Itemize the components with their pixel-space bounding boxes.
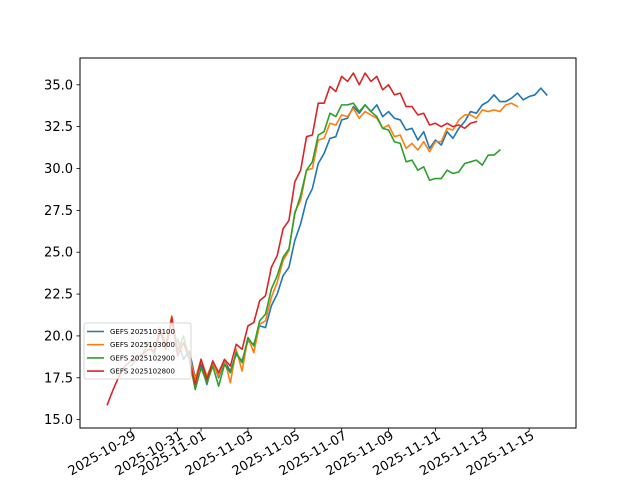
- legend-label-3: GEFS 2025102800: [110, 368, 175, 376]
- legend: GEFS 2025103100 GEFS 2025103000 GEFS 20251…: [83, 322, 192, 380]
- y-tick-label: 17.5: [44, 371, 73, 386]
- legend-label-2: GEFS 2025102900: [110, 354, 175, 362]
- plot-frame: [79, 57, 577, 429]
- legend-label-0: GEFS 2025103100: [110, 328, 175, 336]
- legend-box: [83, 322, 192, 380]
- series-line-1: [153, 102, 519, 384]
- y-axis: 15.0 17.5 20.0 22.5 25.0 27.5 30.0 32.5 35.0: [44, 78, 80, 428]
- y-tick-label: 22.5: [44, 288, 73, 303]
- y-tick-label: 15.0: [44, 413, 73, 428]
- y-tick-label: 30.0: [44, 162, 73, 177]
- y-tick-label: 25.0: [44, 246, 73, 261]
- y-tick-label: 35.0: [44, 78, 73, 93]
- legend-label-1: GEFS 2025103000: [110, 341, 175, 349]
- y-tick-label: 20.0: [44, 329, 73, 344]
- y-tick-label: 27.5: [44, 204, 73, 219]
- y-tick-label: 32.5: [44, 120, 73, 135]
